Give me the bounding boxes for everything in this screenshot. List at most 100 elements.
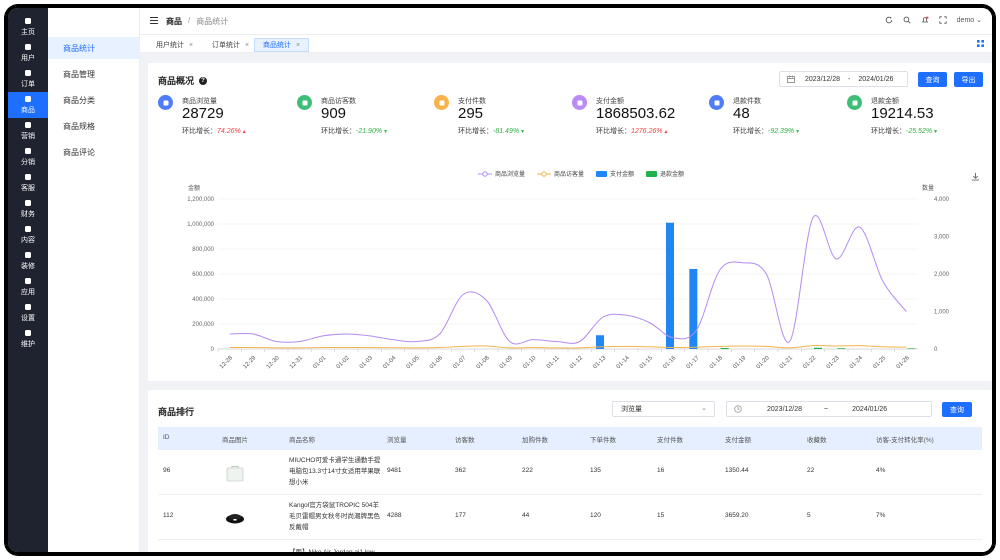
overview-query-button[interactable]: 查询 [918, 72, 947, 87]
subnav-item-1[interactable]: 商品管理 [63, 69, 95, 79]
search-icon[interactable] [903, 16, 911, 24]
metric-value: 28729 [182, 105, 224, 122]
rail-item-2[interactable]: 订单 [8, 66, 48, 92]
ratio-prefix: 环比增长： [596, 128, 631, 135]
rail-item-5[interactable]: 分销 [8, 144, 48, 170]
subnav-item-0[interactable]: 商品统计 [48, 37, 140, 59]
tab-0[interactable]: 用户统计 × [148, 38, 201, 52]
series-line-0[interactable] [229, 214, 907, 345]
rail-item-1[interactable]: 用户 [8, 40, 48, 66]
cell-orders: 120 [590, 512, 601, 519]
column-header-8[interactable]: 支付金额 [725, 437, 751, 444]
legend-item-1[interactable]: 商品访客量 [537, 169, 584, 178]
rail-item-0[interactable]: 主页 [8, 14, 48, 40]
rail-item-label: 维护 [21, 340, 35, 348]
column-header-5[interactable]: 加购件数 [522, 437, 548, 444]
bar-bar-2-16[interactable] [596, 335, 604, 349]
rail-item-label: 应用 [21, 288, 35, 296]
column-header-3[interactable]: 浏览量 [387, 437, 407, 444]
metric-label: 支付件数 [458, 98, 486, 105]
refund-box-icon [709, 95, 724, 110]
subnav-item-2[interactable]: 商品分类 [63, 95, 95, 105]
metric-label: 商品浏览量 [182, 98, 217, 105]
table-row[interactable]: 112 Kangol官方袋鼠TROPIC 504羊毛贝雷帽男女秋冬时尚潮牌黑色反戴… [158, 495, 982, 540]
x-tick-label: 01-02 [336, 355, 352, 371]
legend-item-2[interactable]: 支付金额 [596, 169, 634, 178]
close-icon[interactable]: × [245, 41, 250, 49]
rail-item-3[interactable]: 商品 [8, 92, 48, 118]
ranking-query-button[interactable]: 查询 [942, 402, 972, 417]
cell-name[interactable]: Kangol官方袋鼠TROPIC 504羊毛贝雷帽男女秋冬时尚潮牌黑色反戴帽 [289, 502, 380, 531]
column-header-0[interactable]: ID [163, 434, 170, 441]
subnav-item-4[interactable]: 商品评论 [63, 147, 95, 157]
tab-2[interactable]: 商品统计 × [254, 38, 310, 52]
column-header-2[interactable]: 商品名称 [289, 437, 315, 444]
column-header-6[interactable]: 下单件数 [590, 437, 616, 444]
tab-1[interactable]: 订单统计 × [204, 38, 257, 52]
metric-5: 退款金额 19214.53 环比增长：-25.52%▼ [847, 93, 977, 137]
table-row[interactable]: 96 MIUCHO可爱卡通学生通勤手提电脑包13.3寸14寸女适用苹果联想小米 94… [158, 450, 982, 495]
table-row[interactable]: 【雨】Nike Air Jordan aj1 low [158, 540, 982, 552]
bar-bar-3-26[interactable] [837, 348, 846, 349]
y-left-tick-label: 1,000,000 [187, 222, 214, 228]
help-icon[interactable]: ? [199, 76, 208, 85]
sort-select[interactable]: 浏览量 ⌄ [612, 401, 715, 417]
home-icon [24, 18, 32, 25]
column-header-7[interactable]: 支付件数 [657, 437, 683, 444]
x-tick-label: 01-18 [709, 355, 725, 371]
bar-bar-3-25[interactable] [814, 347, 822, 349]
download-icon[interactable] [971, 172, 980, 181]
overview-date-range[interactable]: 2023/12/28 - 2024/01/26 [779, 71, 908, 87]
metric-4: 退款件数 48 环比增长：-92.39%▼ [709, 93, 839, 137]
close-icon[interactable]: × [189, 41, 194, 49]
metric-value: 48 [733, 105, 750, 122]
x-tick-label: 01-05 [406, 355, 422, 371]
column-header-1[interactable]: 商品图片 [222, 437, 248, 444]
ranking-date-sep: ~ [824, 405, 829, 413]
bar-bar-2-20[interactable] [689, 269, 698, 349]
grid-icon[interactable] [977, 40, 984, 47]
export-button[interactable]: 导出 [954, 72, 983, 87]
metric-3: 支付金额 1868503.62 环比增长：1276.26%▲ [572, 93, 702, 137]
sort-select-value: 浏览量 [621, 406, 642, 413]
close-icon[interactable]: × [296, 41, 301, 49]
refresh-icon[interactable] [885, 16, 893, 24]
rail-item-10[interactable]: 应用 [8, 274, 48, 300]
notification-bell-icon[interactable] [921, 16, 929, 24]
ratio-prefix: 环比增长： [871, 128, 906, 135]
bar-bar-2-19[interactable] [666, 222, 674, 349]
legend-swatch [537, 170, 552, 177]
menu-toggle-icon[interactable] [150, 17, 158, 24]
rail-item-12[interactable]: 维护 [8, 326, 48, 352]
column-header-10[interactable]: 访客-支付转化率(%) [876, 437, 934, 444]
legend-item-3[interactable]: 退款金额 [646, 169, 684, 178]
cell-name[interactable]: MIUCHO可爱卡通学生通勤手提电脑包13.3寸14寸女适用苹果联想小米 [289, 457, 381, 486]
column-header-4[interactable]: 访客数 [455, 437, 475, 444]
user-menu[interactable]: demo ⌄ [957, 16, 982, 24]
cell-id: 96 [163, 467, 171, 474]
rail-item-11[interactable]: 设置 [8, 300, 48, 326]
x-tick-label: 01-06 [429, 355, 445, 371]
ranking-date-range[interactable]: 2023/12/28 ~ 2024/01/26 [726, 401, 932, 417]
column-header-9[interactable]: 收藏数 [807, 437, 827, 444]
cell-amount: 3659.20 [725, 512, 749, 519]
ranking-card: 商品排行 浏览量 ⌄ 2023/12/28 ~ 2024/01/26 查询 ID… [148, 390, 992, 552]
x-tick-label: 01-14 [616, 355, 632, 371]
y-left-tick-label: 200,000 [192, 322, 214, 328]
rail-item-9[interactable]: 装修 [8, 248, 48, 274]
series-line-1[interactable] [229, 345, 907, 349]
rail-item-4[interactable]: 营销 [8, 118, 48, 144]
order-icon [24, 70, 32, 77]
metric-ratio: 环比增长：-92.39%▼ [733, 126, 800, 136]
bar-bar-3-21[interactable] [720, 348, 729, 349]
fullscreen-icon[interactable] [939, 16, 947, 24]
rail-item-6[interactable]: 客服 [8, 170, 48, 196]
y-right-tick-label: 4,000 [934, 197, 950, 203]
rail-item-8[interactable]: 内容 [8, 222, 48, 248]
rail-item-7[interactable]: 财务 [8, 196, 48, 222]
store-icon [158, 95, 173, 110]
breadcrumb-root[interactable]: 商品 [166, 17, 182, 26]
legend-item-0[interactable]: 商品浏览量 [478, 169, 525, 178]
subnav-item-3[interactable]: 商品规格 [63, 121, 95, 131]
bar-bar-3-29[interactable] [907, 348, 916, 349]
